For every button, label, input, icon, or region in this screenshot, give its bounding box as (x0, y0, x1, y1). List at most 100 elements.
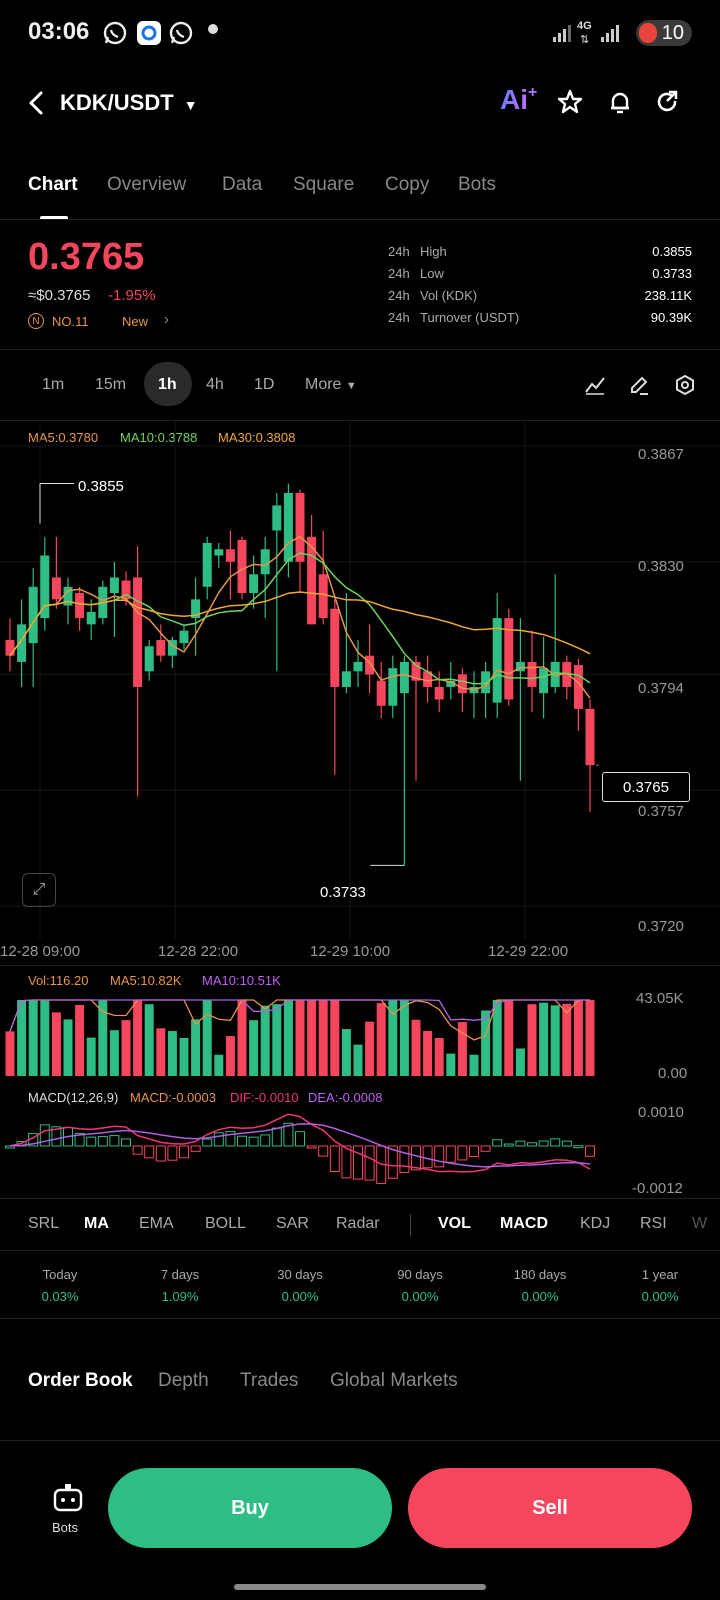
indicator-vol[interactable]: VOL (438, 1215, 471, 1232)
macd-bar (399, 1145, 410, 1173)
active-tab-indicator (40, 216, 68, 220)
chart-settings-button[interactable] (674, 374, 696, 401)
indicator-radar[interactable]: Radar (336, 1215, 380, 1232)
volume-bar (272, 1004, 282, 1076)
new-tag[interactable]: New (122, 314, 149, 329)
indicator-srl[interactable]: SRL (28, 1215, 60, 1232)
tab-copy[interactable]: Copy (385, 174, 430, 195)
stat-period: 24h (388, 310, 410, 325)
signal-icon (552, 22, 574, 49)
stat-value: 0.3733 (652, 266, 692, 281)
volume-bar (214, 1054, 224, 1076)
ma5-legend: MA5:0.3780 (28, 430, 99, 445)
buy-button[interactable]: Buy (108, 1468, 392, 1548)
volume-bar (283, 1000, 293, 1076)
macd-bar (225, 1131, 236, 1147)
indicator-boll[interactable]: BOLL (205, 1215, 246, 1232)
expand-chart-button[interactable]: ⤢ (22, 873, 56, 907)
ma5-line (9, 535, 591, 699)
divider (0, 1250, 720, 1251)
candle-body (411, 661, 421, 681)
tab-data[interactable]: Data (222, 174, 263, 195)
volume-bar (51, 1012, 61, 1076)
volume-bar (86, 1037, 96, 1076)
bell-icon (611, 92, 629, 114)
tab-global-markets[interactable]: Global Markets (330, 1370, 458, 1391)
indicator-separator (410, 1214, 411, 1236)
hexagon-settings-icon (676, 374, 694, 396)
interval-more[interactable]: More ▼ (305, 376, 357, 394)
candle-body (504, 618, 514, 700)
high-annotation: 0.3855 (78, 478, 124, 495)
divider (0, 420, 720, 421)
volume-bar (307, 1000, 317, 1076)
indicator-ema[interactable]: EMA (139, 1215, 174, 1232)
macd-bar (306, 1145, 317, 1149)
macd-bar (503, 1143, 514, 1147)
sell-button[interactable]: Sell (408, 1468, 692, 1548)
indicator-sar[interactable]: SAR (276, 1215, 309, 1232)
tab-order-book[interactable]: Order Book (28, 1370, 133, 1391)
vol-ma10-line (9, 999, 590, 1032)
macd-bar (585, 1145, 595, 1157)
back-button[interactable] (24, 88, 50, 118)
volume-bar (5, 1031, 15, 1076)
current-price-tag: 0.3765 (602, 772, 690, 802)
candle-body (295, 492, 305, 562)
tab-overview[interactable]: Overview (107, 174, 187, 195)
tab-chart[interactable]: Chart (28, 174, 78, 195)
ai-label: Ai (500, 84, 528, 115)
macd-bar (318, 1145, 329, 1157)
macd-bar (144, 1145, 155, 1159)
share-button[interactable] (654, 88, 682, 121)
indicator-more[interactable]: W (692, 1215, 708, 1232)
caret-down-icon: ▼ (183, 97, 198, 113)
app-notification-icon (134, 18, 164, 48)
indicator-macd[interactable]: MACD (500, 1215, 548, 1232)
candle-body (86, 611, 96, 625)
pair-selector[interactable]: KDK/USDT ▼ (60, 90, 198, 116)
interval-4h[interactable]: 4h (206, 376, 224, 393)
macd-bar (237, 1135, 247, 1147)
interval-1h[interactable]: 1h (158, 376, 177, 393)
volume-bar (515, 1048, 525, 1076)
favorite-button[interactable] (556, 88, 584, 121)
interval-more-label: More (305, 376, 342, 393)
tab-bots[interactable]: Bots (458, 174, 497, 195)
candle-body (17, 624, 27, 662)
candle-body (341, 671, 351, 687)
tab-trades[interactable]: Trades (240, 1370, 299, 1391)
indicator-rsi[interactable]: RSI (640, 1215, 667, 1232)
candle-body (550, 661, 560, 687)
indicator-settings-button[interactable] (584, 374, 606, 401)
volume-bar (376, 1003, 386, 1076)
interval-1m[interactable]: 1m (42, 376, 65, 393)
ai-button[interactable]: Ai+ (500, 84, 537, 116)
interval-1d[interactable]: 1D (254, 376, 275, 393)
macd-chart (5, 1113, 595, 1184)
macd-bar (329, 1145, 340, 1172)
volume-bar (527, 1004, 537, 1076)
indicator-kdj[interactable]: KDJ (580, 1215, 611, 1232)
indicator-ma[interactable]: MA (84, 1215, 109, 1232)
tab-square[interactable]: Square (293, 174, 355, 195)
ma10-legend: MA10:0.3788 (120, 430, 198, 445)
share-icon (657, 90, 678, 112)
tab-depth[interactable]: Depth (158, 1370, 209, 1391)
stat-label: Low (420, 266, 444, 281)
macd-bar (155, 1145, 166, 1162)
macd-bar (341, 1145, 352, 1179)
candlestick-chart[interactable] (0, 420, 720, 940)
battery-fill-icon (639, 23, 657, 43)
macd-value: MACD:-0.0003 (130, 1090, 216, 1105)
interval-15m[interactable]: 15m (95, 376, 127, 393)
candle-body (28, 586, 38, 644)
macd-bar (121, 1138, 131, 1147)
draw-button[interactable] (628, 374, 650, 401)
bots-button[interactable]: Bots (40, 1476, 96, 1544)
candle-body (109, 577, 119, 594)
rank-label: NO.11 (52, 314, 89, 329)
volume-bar (550, 1005, 560, 1076)
candle-body (585, 708, 595, 766)
alert-button[interactable] (606, 88, 634, 121)
